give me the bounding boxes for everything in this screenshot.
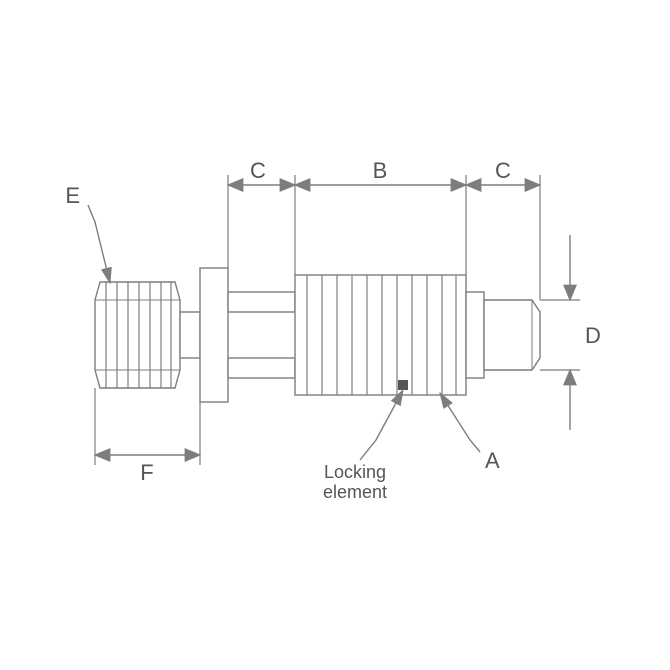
label-locking-1: Locking <box>324 462 386 482</box>
neck <box>180 312 200 358</box>
leader-E <box>88 205 110 283</box>
collar <box>200 268 228 402</box>
label-E: E <box>65 183 80 208</box>
label-D: D <box>585 323 601 348</box>
locking-element-marker <box>398 380 408 390</box>
step <box>466 292 484 378</box>
shaft-rails <box>228 292 295 378</box>
left-nut <box>95 282 180 388</box>
plunger-nose <box>484 300 540 370</box>
label-locking-2: element <box>323 482 387 502</box>
label-B: B <box>373 158 388 183</box>
leader-locking <box>360 390 403 460</box>
threaded-body <box>295 275 466 395</box>
technical-drawing: C B C D E F A Locking element <box>0 0 670 670</box>
label-C-right: C <box>495 158 511 183</box>
label-F: F <box>140 460 153 485</box>
leader-A <box>440 393 480 452</box>
label-A: A <box>485 448 500 473</box>
label-C-left: C <box>250 158 266 183</box>
